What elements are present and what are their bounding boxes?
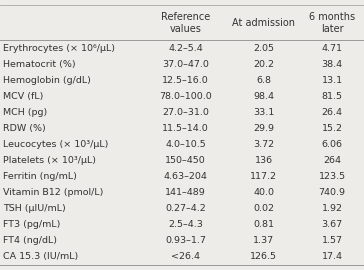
Text: 6.06: 6.06 — [322, 140, 343, 149]
Text: 27.0–31.0: 27.0–31.0 — [162, 108, 209, 117]
Text: At admission: At admission — [232, 18, 296, 28]
Text: Reference
values: Reference values — [161, 12, 210, 34]
Text: 38.4: 38.4 — [321, 60, 343, 69]
Text: 4.71: 4.71 — [322, 44, 343, 53]
Text: TSH (μIU/mL): TSH (μIU/mL) — [3, 204, 66, 213]
Text: 1.57: 1.57 — [322, 236, 343, 245]
Text: 1.92: 1.92 — [322, 204, 343, 213]
Text: Vitamin B12 (pmol/L): Vitamin B12 (pmol/L) — [3, 188, 103, 197]
Text: Hemoglobin (g/dL): Hemoglobin (g/dL) — [3, 76, 91, 85]
Text: 4.2–5.4: 4.2–5.4 — [168, 44, 203, 53]
Text: 3.72: 3.72 — [253, 140, 274, 149]
Text: 2.05: 2.05 — [253, 44, 274, 53]
Text: 0.93–1.7: 0.93–1.7 — [165, 236, 206, 245]
Text: 126.5: 126.5 — [250, 252, 277, 261]
Text: Ferritin (ng/mL): Ferritin (ng/mL) — [3, 172, 77, 181]
Text: 0.81: 0.81 — [253, 220, 274, 229]
Text: 0.27–4.2: 0.27–4.2 — [165, 204, 206, 213]
Text: 11.5–14.0: 11.5–14.0 — [162, 124, 209, 133]
Text: 3.67: 3.67 — [321, 220, 343, 229]
Text: 4.63–204: 4.63–204 — [164, 172, 207, 181]
Text: MCV (fL): MCV (fL) — [3, 92, 43, 101]
Text: Hematocrit (%): Hematocrit (%) — [3, 60, 76, 69]
Text: 6.8: 6.8 — [256, 76, 272, 85]
Text: 17.4: 17.4 — [322, 252, 343, 261]
Text: Platelets (× 10³/μL): Platelets (× 10³/μL) — [3, 156, 96, 165]
Text: 15.2: 15.2 — [322, 124, 343, 133]
Text: <26.4: <26.4 — [171, 252, 200, 261]
Text: 141–489: 141–489 — [165, 188, 206, 197]
Text: 98.4: 98.4 — [253, 92, 274, 101]
Text: 81.5: 81.5 — [322, 92, 343, 101]
Text: FT3 (pg/mL): FT3 (pg/mL) — [3, 220, 60, 229]
Text: 29.9: 29.9 — [253, 124, 274, 133]
Text: 33.1: 33.1 — [253, 108, 274, 117]
Text: Erythrocytes (× 10⁶/μL): Erythrocytes (× 10⁶/μL) — [3, 44, 115, 53]
Text: 12.5–16.0: 12.5–16.0 — [162, 76, 209, 85]
Text: 123.5: 123.5 — [318, 172, 346, 181]
Text: 26.4: 26.4 — [322, 108, 343, 117]
Text: 1.37: 1.37 — [253, 236, 274, 245]
Text: 0.02: 0.02 — [253, 204, 274, 213]
Text: 150–450: 150–450 — [165, 156, 206, 165]
Text: 4.0–10.5: 4.0–10.5 — [165, 140, 206, 149]
Text: 2.5–4.3: 2.5–4.3 — [168, 220, 203, 229]
Text: 20.2: 20.2 — [253, 60, 274, 69]
Text: 6 months
later: 6 months later — [309, 12, 355, 34]
Text: 13.1: 13.1 — [321, 76, 343, 85]
Text: 117.2: 117.2 — [250, 172, 277, 181]
Text: Leucocytes (× 10³/μL): Leucocytes (× 10³/μL) — [3, 140, 108, 149]
Text: 40.0: 40.0 — [253, 188, 274, 197]
Text: 740.9: 740.9 — [318, 188, 346, 197]
Text: FT4 (ng/dL): FT4 (ng/dL) — [3, 236, 57, 245]
Text: 136: 136 — [255, 156, 273, 165]
Text: CA 15.3 (IU/mL): CA 15.3 (IU/mL) — [3, 252, 78, 261]
Text: MCH (pg): MCH (pg) — [3, 108, 47, 117]
Text: 264: 264 — [323, 156, 341, 165]
Text: RDW (%): RDW (%) — [3, 124, 45, 133]
Text: 37.0–47.0: 37.0–47.0 — [162, 60, 209, 69]
Text: 78.0–100.0: 78.0–100.0 — [159, 92, 212, 101]
